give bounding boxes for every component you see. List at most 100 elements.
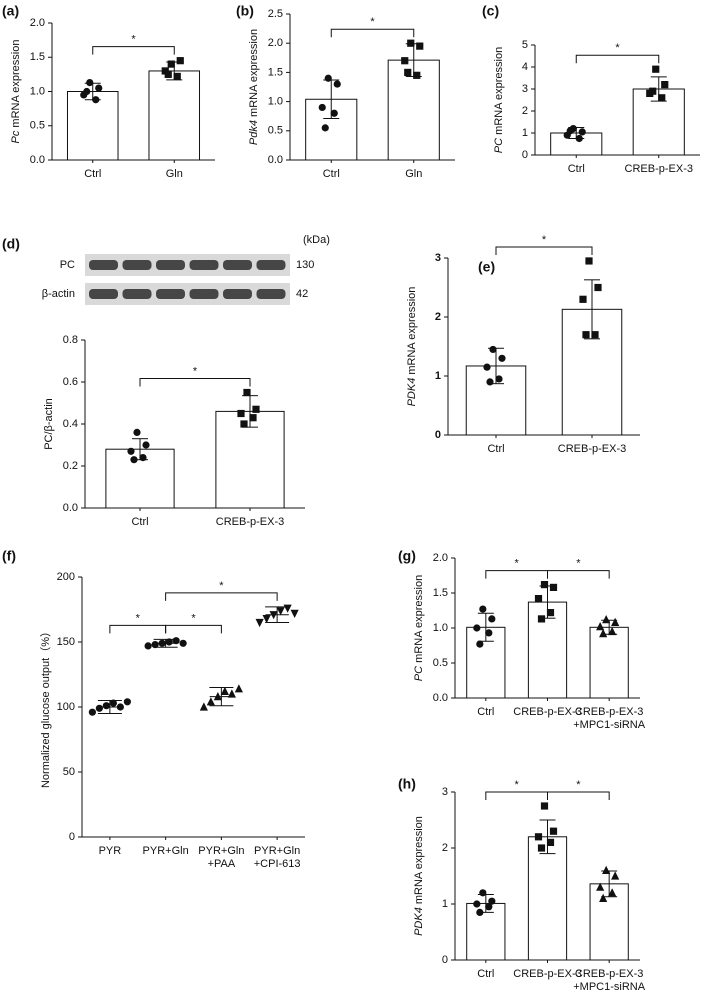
error-bar (405, 43, 422, 77)
blot-band (89, 260, 118, 270)
bar (148, 70, 201, 161)
data-point (404, 68, 412, 76)
data-point (495, 375, 503, 383)
data-point (255, 618, 264, 628)
data-point (173, 72, 181, 81)
y-axis-label: PDK4 mRNA expression (413, 816, 425, 936)
significance-bracket (165, 624, 222, 634)
y-tick-label: 3 (442, 786, 448, 798)
x-tick-label: PYR (99, 845, 122, 857)
x-tick-label: +PAA (208, 858, 236, 870)
data-point (596, 882, 605, 891)
error-bar (209, 687, 234, 707)
data-point (582, 331, 590, 339)
error-bar (153, 638, 178, 648)
data-point (540, 581, 549, 589)
data-point (164, 70, 172, 78)
error-bar (323, 79, 340, 120)
significance-label: * (515, 779, 520, 791)
data-point (661, 81, 669, 89)
data-point (549, 827, 558, 835)
data-point (252, 405, 260, 413)
data-point (599, 893, 608, 902)
panel-label: (b) (236, 3, 254, 19)
data-point (479, 605, 487, 613)
data-point (86, 78, 94, 87)
significance-label: * (576, 779, 581, 791)
x-tick-label: +CPI-613 (254, 858, 301, 870)
y-axis-label: PC/β-actin (43, 398, 55, 450)
y-axis-label: PDK4 mRNA expression (406, 287, 418, 407)
data-point (243, 388, 251, 397)
error-bar (166, 61, 183, 81)
data-point (330, 109, 338, 117)
data-point (127, 447, 135, 455)
data-point (276, 607, 285, 616)
blot-band (223, 289, 252, 299)
y-tick-label: 2.0 (268, 37, 283, 49)
y-tick-label: 1.0 (433, 622, 448, 634)
panel-label: (h) (398, 776, 416, 792)
error-bar (584, 279, 600, 340)
y-tick-label: 0 (522, 149, 528, 161)
significance-bracket (92, 46, 175, 55)
data-point (486, 378, 494, 386)
data-point (602, 865, 611, 874)
y-axis-label: Pdk4 mRNA expression (248, 29, 260, 145)
x-tick-label: PYR+Gln (143, 845, 189, 857)
data-point (566, 127, 574, 135)
significance-bracket (485, 570, 548, 579)
y-tick-label: 2 (435, 311, 441, 323)
x-tick-label: CREB-p-EX-3 (513, 968, 581, 980)
y-axis-label-italic: PC (493, 138, 505, 153)
y-tick-label: 0.4 (63, 418, 78, 430)
error-bar (539, 819, 556, 855)
data-point (234, 684, 243, 693)
significance-label: * (615, 42, 620, 54)
significance-label: * (219, 580, 224, 592)
significance-label: * (191, 612, 196, 624)
data-point (579, 295, 587, 303)
data-point (151, 641, 159, 649)
data-point (596, 622, 605, 631)
data-point (262, 615, 271, 624)
y-axis-label-italic: Pdk4 (248, 120, 260, 145)
error-bar (539, 585, 556, 619)
y-axis-label-italic: PDK4 (406, 378, 418, 407)
data-point (321, 124, 329, 132)
panel-label: (f) (2, 548, 16, 564)
significance-label: * (542, 234, 547, 246)
y-tick-label: 5 (522, 39, 528, 51)
y-tick-label: 0.8 (63, 334, 78, 346)
y-tick-label: 1 (442, 898, 448, 910)
data-point (158, 639, 166, 647)
significance-label: * (136, 612, 141, 624)
y-axis-label-text: mRNA expression (248, 29, 260, 120)
data-point (109, 699, 117, 707)
y-tick-label: 3 (435, 252, 441, 264)
y-tick-label: 0.5 (268, 125, 283, 137)
significance-label: * (515, 558, 520, 570)
data-point (476, 640, 484, 648)
error-bar (84, 82, 101, 101)
y-tick-label: 1 (435, 370, 441, 382)
data-point (102, 702, 110, 710)
data-point (608, 626, 617, 636)
data-point (167, 60, 175, 68)
y-tick-label: 1.0 (268, 96, 283, 108)
panel-label: (g) (398, 548, 416, 564)
y-axis-label-text: PC/β-actin (43, 398, 55, 450)
significance-label: * (131, 34, 136, 46)
data-point (611, 617, 620, 626)
data-point (594, 283, 602, 292)
data-point (240, 420, 248, 428)
data-point (485, 629, 493, 637)
y-tick-label: 1.5 (433, 587, 448, 599)
error-bar (650, 76, 667, 102)
blot-band (256, 260, 286, 270)
data-point (176, 57, 184, 65)
data-point (144, 642, 152, 650)
data-point (249, 414, 257, 422)
blot-band (156, 260, 185, 270)
error-bar (488, 347, 504, 385)
